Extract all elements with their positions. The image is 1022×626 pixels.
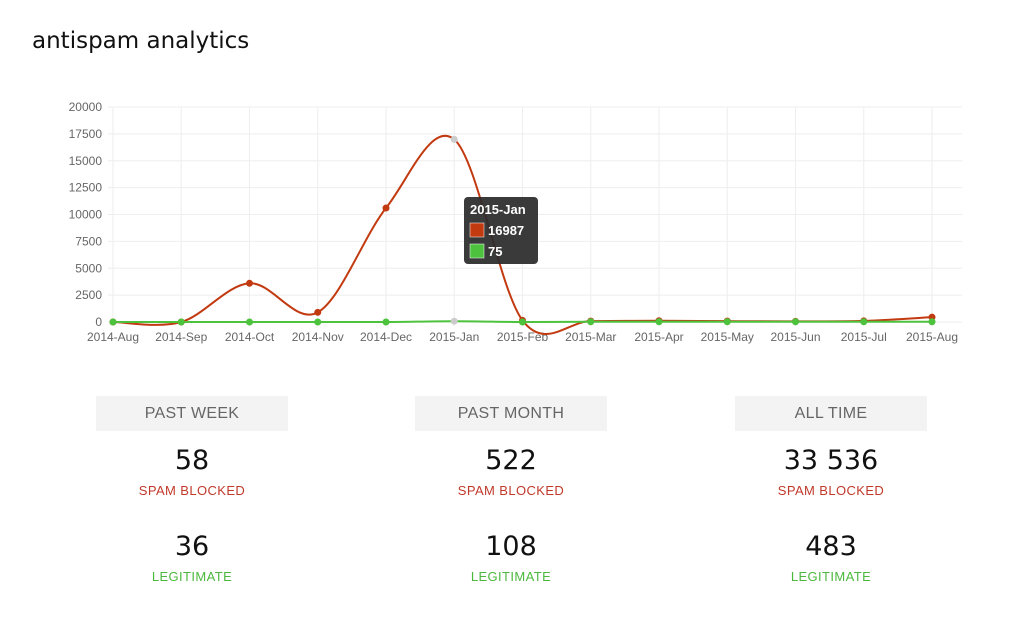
tooltip-swatch xyxy=(469,222,485,238)
stat-header: PAST WEEK xyxy=(96,396,288,431)
data-point-1[interactable] xyxy=(928,318,936,326)
data-point-0[interactable] xyxy=(382,204,390,212)
analytics-line-chart: 0 2500 5000 7500 10000 12500 15000 17500 20000 20… xyxy=(69,100,962,344)
x-tick-label: 2015-Feb xyxy=(497,330,549,344)
tooltip-value: 16987 xyxy=(488,223,524,238)
legit-count: 108 xyxy=(485,531,537,562)
stat-column-past-month: PAST MONTH 522 SPAM BLOCKED 108 LEGITIMA… xyxy=(415,396,607,585)
x-tick-label: 2014-Oct xyxy=(225,330,275,344)
data-point-1[interactable] xyxy=(519,318,526,326)
legit-label: LEGITIMATE xyxy=(470,569,552,584)
stat-header: ALL TIME xyxy=(735,396,927,431)
x-tick-label: 2015-May xyxy=(701,330,754,344)
tooltip-value: 75 xyxy=(488,244,502,259)
y-tick-label: 5000 xyxy=(75,261,102,275)
data-point-1[interactable] xyxy=(723,318,731,326)
data-point-1[interactable] xyxy=(792,318,799,326)
stat-column-all-time: ALL TIME 33 536 SPAM BLOCKED 483 LEGITIM… xyxy=(735,396,927,585)
data-point-1[interactable] xyxy=(382,318,390,326)
stat-column-past-week: PAST WEEK 58 SPAM BLOCKED 36 LEGITIMATE xyxy=(96,396,288,585)
y-tick-label: 12500 xyxy=(69,181,103,195)
data-point-0[interactable] xyxy=(450,135,458,143)
x-tick-label: 2015-Jun xyxy=(770,330,820,344)
x-tick-label: 2014-Dec xyxy=(360,330,412,344)
stats-panel: PAST WEEK 58 SPAM BLOCKED 36 LEGITIMATE … xyxy=(0,396,1022,626)
y-tick-label: 15000 xyxy=(69,154,103,168)
data-point-1[interactable] xyxy=(655,318,663,326)
legit-label: LEGITIMATE xyxy=(790,569,872,584)
x-tick-label: 2015-Mar xyxy=(565,330,616,344)
data-point-1[interactable] xyxy=(587,318,595,326)
x-tick-label: 2014-Aug xyxy=(87,330,139,344)
page-title: antispam analytics xyxy=(32,28,250,54)
legit-label: LEGITIMATE xyxy=(151,569,233,584)
data-point-1[interactable] xyxy=(314,318,322,326)
spam-count: 522 xyxy=(485,445,537,476)
data-point-0[interactable] xyxy=(246,279,253,287)
legit-count: 36 xyxy=(174,531,210,562)
spam-label: SPAM BLOCKED xyxy=(457,483,565,498)
y-tick-label: 7500 xyxy=(75,234,102,248)
y-tick-label: 20000 xyxy=(69,100,103,114)
x-tick-label: 2014-Nov xyxy=(292,330,344,344)
data-point-1[interactable] xyxy=(450,317,458,325)
spam-label: SPAM BLOCKED xyxy=(777,483,885,498)
y-tick-label: 0 xyxy=(95,315,102,329)
y-tick-label: 2500 xyxy=(75,288,102,302)
spam-count: 58 xyxy=(174,445,210,476)
x-tick-label: 2015-Apr xyxy=(634,330,683,344)
data-point-1[interactable] xyxy=(109,318,117,326)
y-tick-label: 17500 xyxy=(69,127,103,141)
data-point-1[interactable] xyxy=(177,318,185,326)
data-point-0[interactable] xyxy=(314,308,322,316)
legit-count: 483 xyxy=(805,531,857,562)
stat-header: PAST MONTH xyxy=(415,396,607,431)
tooltip-title: 2015-Jan xyxy=(470,202,526,217)
x-tick-label: 2015-Jan xyxy=(429,330,479,344)
spam-count: 33 536 xyxy=(783,445,879,476)
x-tick-label: 2015-Jul xyxy=(841,330,887,344)
y-tick-label: 10000 xyxy=(69,208,103,222)
data-point-1[interactable] xyxy=(246,318,253,326)
x-tick-label: 2015-Aug xyxy=(906,330,958,344)
spam-label: SPAM BLOCKED xyxy=(138,483,246,498)
data-point-1[interactable] xyxy=(860,318,868,326)
chart-tooltip: 2015-Jan 16987 75 xyxy=(464,197,538,264)
tooltip-swatch xyxy=(469,243,485,259)
x-tick-label: 2014-Sep xyxy=(155,330,207,344)
